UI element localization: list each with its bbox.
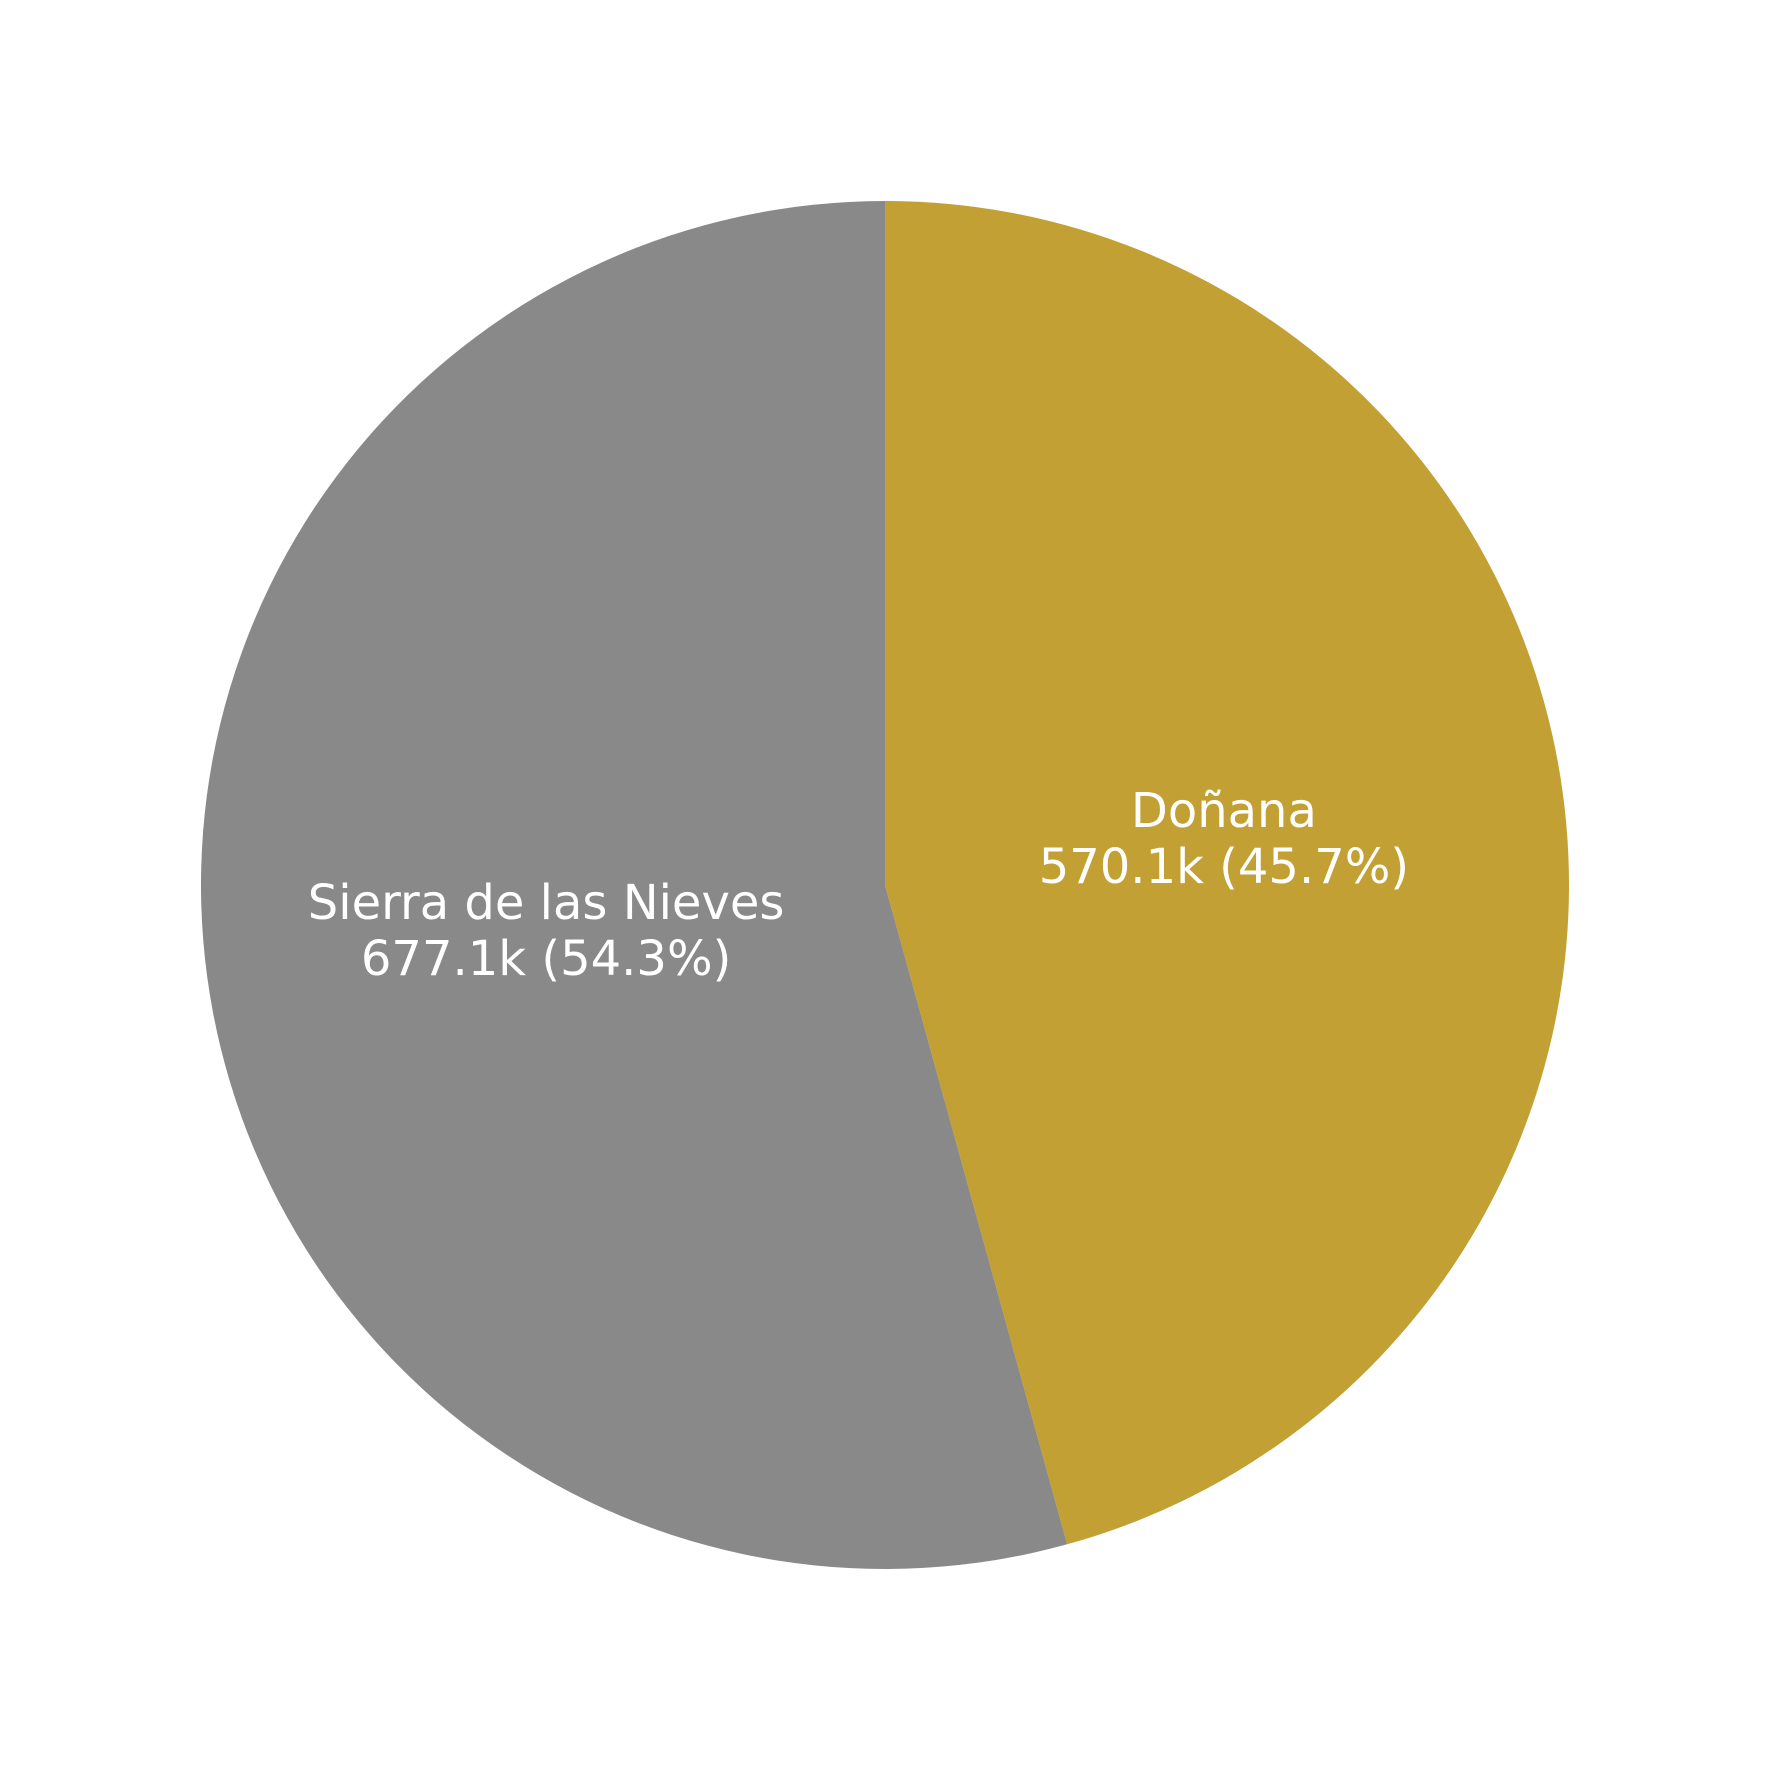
- slices-layer: [200, 201, 1569, 1569]
- slice-name-label: Sierra de las Nieves: [308, 875, 785, 931]
- slice-value-label: 570.1k (45.7%): [1039, 839, 1409, 895]
- pie-slice-donana: [885, 201, 1569, 1545]
- slice-value-label: 677.1k (54.3%): [361, 931, 731, 987]
- pie-slice-sierra-de-las-nieves: [200, 201, 1068, 1569]
- slice-name-label: Doñana: [1131, 783, 1317, 839]
